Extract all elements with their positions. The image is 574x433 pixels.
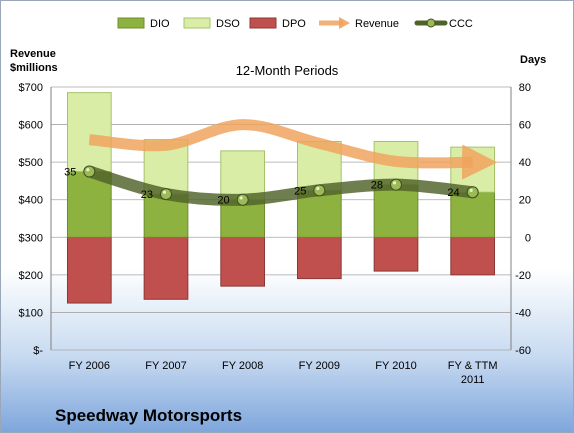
legend-swatch	[183, 17, 211, 29]
bar-dpo	[220, 236, 266, 287]
ccc-data-label: 20	[217, 195, 229, 207]
right-tick-label: 40	[519, 157, 531, 169]
category-label: FY 2007	[145, 360, 186, 372]
ccc-point-highlight	[392, 181, 397, 185]
bar-dpo	[373, 236, 419, 272]
revenue-series	[88, 119, 498, 180]
legend-marker	[426, 18, 436, 28]
left-axis-label-line-2: $millions	[10, 62, 58, 74]
bar-dso	[220, 150, 266, 201]
left-tick-label: $600	[19, 120, 43, 132]
company-name: Speedway Motorsports	[55, 406, 242, 425]
ccc-data-label: 25	[294, 185, 306, 197]
right-tick-label: 60	[519, 120, 531, 132]
ccc-point-highlight	[469, 188, 473, 192]
legend-swatch	[249, 17, 277, 29]
ccc-point	[160, 188, 172, 201]
ccc-point	[390, 178, 402, 191]
legend-label: DPO	[282, 18, 306, 30]
category-label: FY & TTM	[448, 360, 498, 372]
category-label: FY 2010	[375, 360, 416, 372]
ccc-point-highlight	[316, 186, 320, 191]
bar-dpo	[66, 236, 112, 304]
category-label: FY 2008	[222, 360, 263, 372]
left-tick-label: $700	[19, 82, 43, 94]
right-tick-label: -60	[515, 345, 531, 357]
left-axis: $- $100 $200 $300 $400 $500 $600 $700	[19, 82, 512, 357]
left-tick-label: $500	[19, 157, 43, 169]
category-label: FY 2006	[69, 360, 110, 372]
right-tick-label: 0	[525, 232, 531, 244]
left-tick-label: $-	[33, 345, 43, 357]
bar-dpo	[143, 236, 189, 300]
ccc-point-highlight	[239, 196, 243, 200]
right-tick-label: 20	[519, 195, 531, 207]
right-tick-label: 80	[519, 82, 531, 94]
ccc-series: 35 23 20 25 28 24	[64, 165, 479, 207]
ccc-data-label: 24	[447, 187, 459, 199]
right-axis: -60 -40 -20 0 20 40 60 80	[515, 82, 531, 357]
category-label: 2011	[461, 374, 485, 386]
bar-dio	[450, 191, 496, 238]
left-tick-label: $200	[19, 270, 43, 282]
right-tick-label: -40	[515, 307, 531, 319]
chart-subtitle: 12-Month Periods	[236, 63, 339, 78]
legend-label: DIO	[150, 18, 170, 30]
right-axis-label: Days	[520, 54, 546, 66]
legend-label: Revenue	[355, 18, 399, 30]
category-labels: FY 2006 FY 2007 FY 2008 FY 2009 FY 2010 FY & …	[69, 360, 498, 386]
left-tick-label: $400	[19, 195, 43, 207]
right-tick-label: -20	[515, 270, 531, 282]
revenue-arrow-line	[88, 119, 498, 180]
ccc-point	[83, 165, 96, 178]
ccc-point	[236, 193, 249, 206]
ccc-point-highlight	[86, 168, 90, 172]
legend-swatch	[117, 17, 145, 29]
ccc-data-label: 23	[141, 189, 153, 201]
left-tick-label: $100	[19, 307, 43, 319]
bar-dso	[66, 92, 112, 173]
ccc-data-label: 35	[64, 167, 76, 179]
legend-swatch	[339, 17, 350, 29]
ccc-line	[83, 165, 479, 206]
bar-dio	[373, 184, 419, 238]
ccc-data-label: 28	[371, 180, 383, 192]
bar-dpo	[296, 236, 342, 280]
legend: DIO DSO DPO Revenue CCC	[117, 17, 473, 30]
bar-dpo	[450, 236, 496, 276]
ccc-point	[466, 186, 479, 199]
left-axis-label-line-1: Revenue	[10, 48, 56, 60]
ccc-point	[313, 184, 326, 197]
legend-label: CCC	[449, 18, 473, 30]
legend-label: DSO	[216, 18, 240, 30]
left-tick-label: $300	[19, 232, 43, 244]
category-label: FY 2009	[299, 360, 340, 372]
ccc-point-highlight	[162, 190, 167, 194]
